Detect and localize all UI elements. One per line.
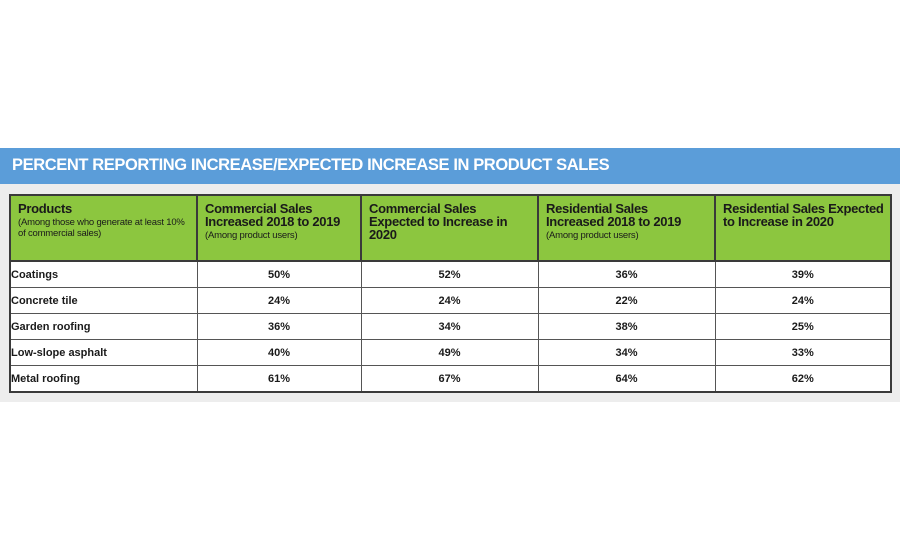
- cell-value: 24%: [714, 287, 892, 314]
- column-header-label: Commercial Sales Increased 2018 to 2019: [205, 201, 341, 229]
- column-header-residential-increased: Residential Sales Increased 2018 to 2019…: [537, 194, 716, 262]
- table-row: Garden roofing 36% 34% 38% 25%: [9, 313, 892, 340]
- column-header-sublabel: (Among product users): [546, 230, 639, 241]
- table-row: Coatings 50% 52% 36% 39%: [9, 260, 892, 288]
- column-header-sublabel: (Among those who generate at least 10% o…: [18, 217, 185, 239]
- column-header-label: Commercial Sales Expected to Increase in…: [369, 201, 508, 242]
- cell-value: 62%: [714, 365, 892, 393]
- cell-value: 50%: [196, 260, 362, 288]
- column-header-commercial-expected: Commercial Sales Expected to Increase in…: [360, 194, 539, 262]
- title-banner: PERCENT REPORTING INCREASE/EXPECTED INCR…: [0, 148, 900, 184]
- cell-value: 49%: [360, 339, 539, 366]
- row-label: Metal roofing: [9, 365, 198, 393]
- cell-value: 40%: [196, 339, 362, 366]
- cell-value: 34%: [360, 313, 539, 340]
- cell-value: 22%: [537, 287, 716, 314]
- chart-title: PERCENT REPORTING INCREASE/EXPECTED INCR…: [12, 156, 610, 174]
- data-table: Products (Among those who generate at le…: [9, 194, 892, 393]
- row-label: Garden roofing: [9, 313, 198, 340]
- table-row: Metal roofing 61% 67% 64% 62%: [9, 365, 892, 393]
- cell-value: 36%: [196, 313, 362, 340]
- row-label: Coatings: [9, 260, 198, 288]
- cell-value: 64%: [537, 365, 716, 393]
- cell-value: 36%: [537, 260, 716, 288]
- column-header-commercial-increased: Commercial Sales Increased 2018 to 2019 …: [196, 194, 362, 262]
- column-header-label: Residential Sales Increased 2018 to 2019: [546, 201, 682, 229]
- column-header-sublabel: (Among product users): [205, 230, 298, 241]
- column-header-residential-expected: Residential Sales Expected to Increase i…: [714, 194, 892, 262]
- cell-value: 24%: [196, 287, 362, 314]
- cell-value: 33%: [714, 339, 892, 366]
- cell-value: 39%: [714, 260, 892, 288]
- table-row: Low-slope asphalt 40% 49% 34% 33%: [9, 339, 892, 366]
- header-row: Products (Among those who generate at le…: [9, 194, 892, 262]
- column-header-label: Products: [18, 201, 72, 216]
- cell-value: 67%: [360, 365, 539, 393]
- table-row: Concrete tile 24% 24% 22% 24%: [9, 287, 892, 314]
- column-header-label: Residential Sales Expected to Increase i…: [723, 201, 884, 229]
- table-panel: PERCENT REPORTING INCREASE/EXPECTED INCR…: [0, 148, 900, 402]
- cell-value: 38%: [537, 313, 716, 340]
- row-label: Concrete tile: [9, 287, 198, 314]
- cell-value: 24%: [360, 287, 539, 314]
- cell-value: 34%: [537, 339, 716, 366]
- cell-value: 25%: [714, 313, 892, 340]
- cell-value: 61%: [196, 365, 362, 393]
- column-header-products: Products (Among those who generate at le…: [9, 194, 198, 262]
- cell-value: 52%: [360, 260, 539, 288]
- row-label: Low-slope asphalt: [9, 339, 198, 366]
